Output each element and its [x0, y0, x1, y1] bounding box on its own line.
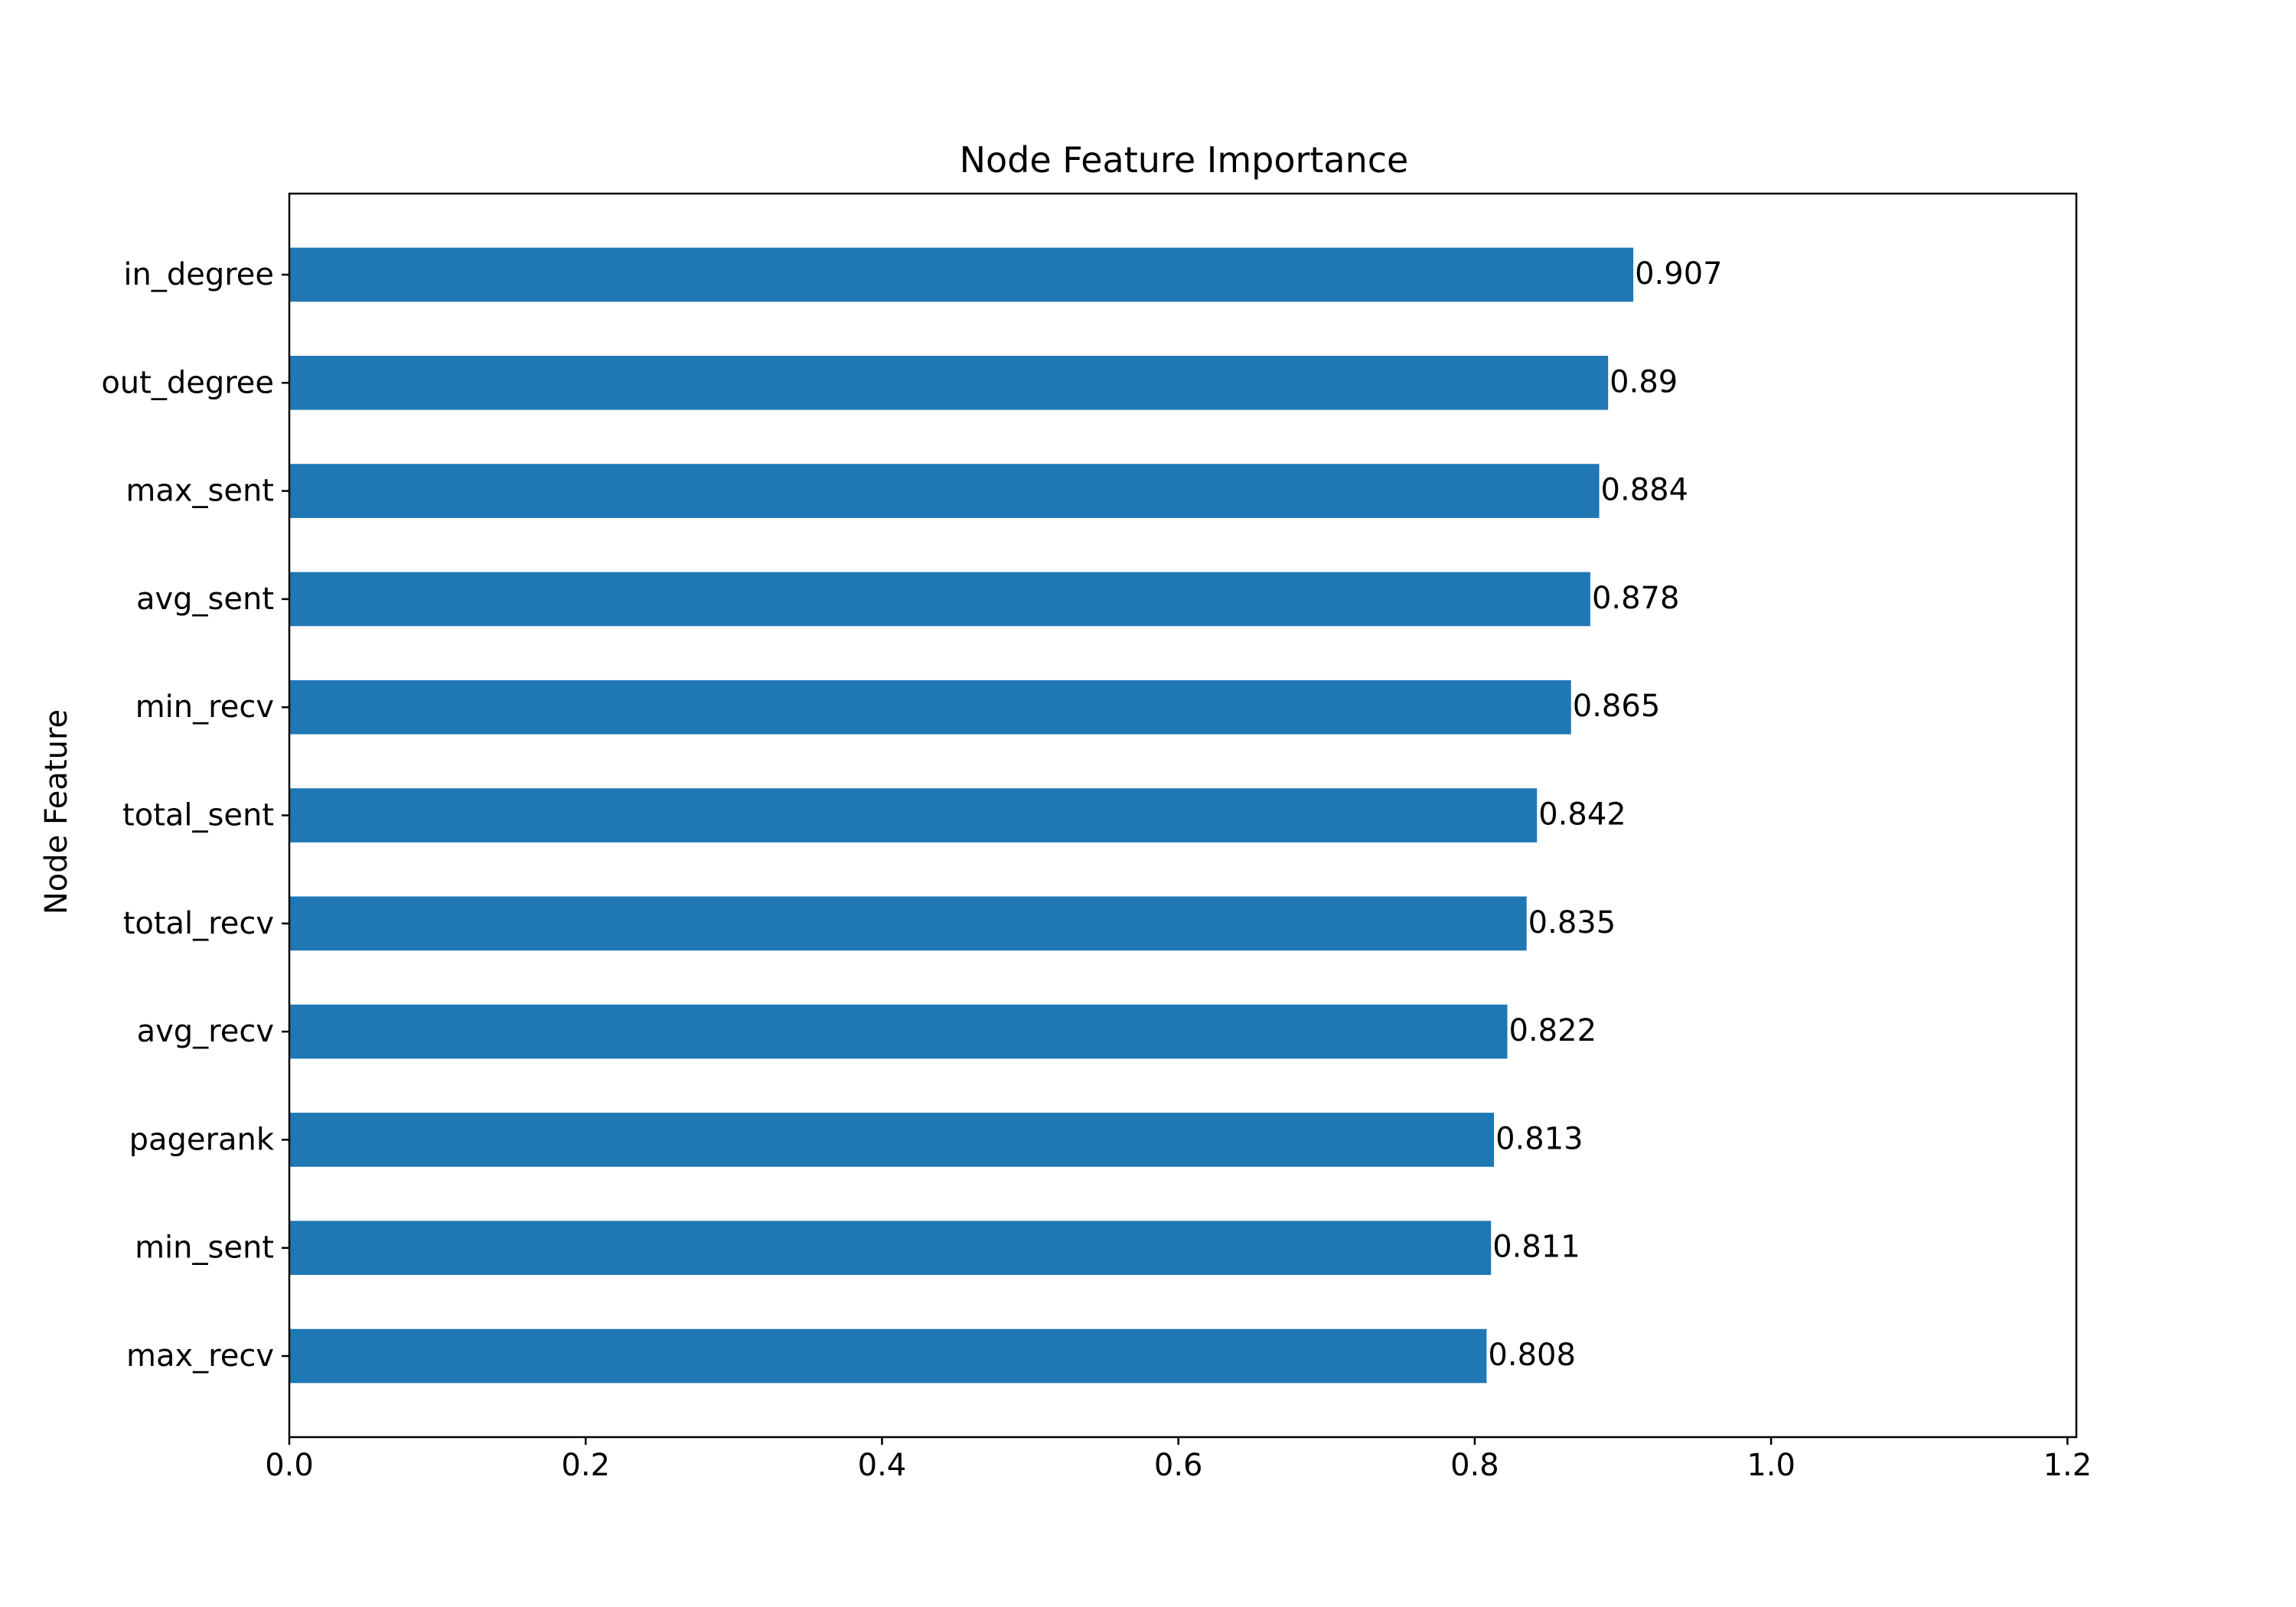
value-label-min-sent: 0.811	[1492, 1230, 1580, 1265]
value-label-pagerank: 0.813	[1495, 1121, 1583, 1156]
bars-layer	[289, 247, 1634, 1384]
x-tick-label: 0.4	[858, 1448, 907, 1483]
value-label-avg-recv: 0.822	[1509, 1013, 1597, 1048]
bar-pagerank	[289, 1113, 1495, 1167]
value-label-max-sent: 0.884	[1601, 473, 1689, 508]
x-axis: 0.0 0.2 0.4 0.6 0.8 1.0 1.2	[265, 1437, 2092, 1483]
value-label-out-degree: 0.89	[1609, 364, 1678, 399]
y-tick-label-pagerank: pagerank	[129, 1122, 275, 1157]
y-tick-label-max-recv: max_recv	[126, 1338, 274, 1374]
y-tick-label-avg-sent: avg_sent	[136, 582, 274, 617]
bar-max-recv	[289, 1328, 1487, 1384]
chart-title: Node Feature Importance	[960, 139, 1409, 181]
y-tick-label-min-sent: min_sent	[135, 1231, 274, 1266]
y-tick-label-avg-recv: avg_recv	[137, 1014, 274, 1049]
y-tick-label-total-recv: total_recv	[123, 906, 274, 941]
x-tick-label: 0.2	[561, 1448, 610, 1483]
y-axis-label: Node Feature	[39, 709, 74, 914]
x-tick-label: 1.2	[2043, 1448, 2092, 1483]
value-label-total-sent: 0.842	[1538, 797, 1626, 833]
bar-total-sent	[289, 788, 1538, 843]
x-tick-label: 0.0	[265, 1448, 314, 1483]
value-labels-layer: 0.907 0.89 0.884 0.878 0.865 0.842 0.835 0.822 0…	[1488, 256, 1722, 1373]
value-label-total-recv: 0.835	[1528, 905, 1616, 940]
x-tick-label: 0.8	[1450, 1448, 1499, 1483]
y-axis: in_degree out_degree max_sent avg_sent min_r…	[101, 257, 289, 1374]
x-tick-label: 0.6	[1154, 1448, 1203, 1483]
bar-min-sent	[289, 1221, 1492, 1276]
value-label-min-recv: 0.865	[1573, 689, 1661, 724]
y-tick-label-max-sent: max_sent	[126, 474, 274, 509]
bar-in-degree	[289, 247, 1634, 302]
bar-max-sent	[289, 464, 1600, 518]
value-label-avg-sent: 0.878	[1592, 581, 1680, 616]
y-tick-label-min-recv: min_recv	[135, 689, 274, 725]
bar-avg-sent	[289, 572, 1590, 627]
y-tick-label-in-degree: in_degree	[123, 257, 274, 292]
value-label-in-degree: 0.907	[1635, 256, 1723, 292]
bar-min-recv	[289, 680, 1571, 735]
bar-out-degree	[289, 355, 1609, 410]
bar-avg-recv	[289, 1004, 1508, 1059]
y-tick-label-total-sent: total_sent	[122, 798, 274, 833]
x-tick-label: 1.0	[1746, 1448, 1795, 1483]
value-label-max-recv: 0.808	[1488, 1338, 1576, 1373]
y-tick-label-out-degree: out_degree	[101, 365, 274, 400]
plot-area-frame	[288, 192, 2078, 1439]
bar-total-recv	[289, 896, 1527, 951]
